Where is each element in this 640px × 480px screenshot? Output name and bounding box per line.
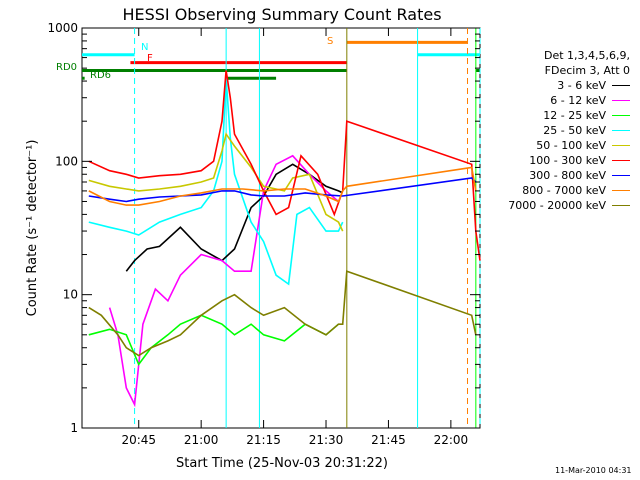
x-tick-label-3: 21:30 bbox=[309, 433, 344, 447]
legend-label-6: 300 - 800 keV bbox=[529, 169, 606, 182]
legend-entry-4: 50 - 100 keV bbox=[470, 138, 630, 153]
legend-label-0: 3 - 6 keV bbox=[557, 79, 606, 92]
legend-entry-8: 7000 - 20000 keV bbox=[470, 198, 630, 213]
legend-swatch-2 bbox=[612, 115, 630, 116]
series-line-0 bbox=[125, 163, 344, 272]
legend-swatch-8 bbox=[612, 205, 630, 206]
legend-entry-0: 3 - 6 keV bbox=[470, 78, 630, 93]
legend-entry-1: 6 - 12 keV bbox=[470, 93, 630, 108]
series-line-1 bbox=[108, 154, 340, 408]
y-axis-label: Count Rate (s⁻¹ detector⁻¹) bbox=[25, 140, 40, 317]
legend-entry-7: 800 - 7000 keV bbox=[470, 183, 630, 198]
x-tick-label-4: 21:45 bbox=[371, 433, 406, 447]
y-tick-label-0: 1 bbox=[70, 421, 78, 435]
legend-label-4: 50 - 100 keV bbox=[536, 139, 606, 152]
legend-swatch-7 bbox=[612, 190, 630, 191]
series-line-8 bbox=[88, 270, 477, 357]
series-line-3 bbox=[88, 78, 344, 286]
flag-label-f: F bbox=[147, 53, 153, 64]
legend-entry-2: 12 - 25 keV bbox=[470, 108, 630, 123]
legend-label-3: 25 - 50 keV bbox=[543, 124, 606, 137]
y-tick-label-1: 10 bbox=[63, 288, 78, 302]
legend-header-line-2: FDecim 3, Att 0 bbox=[544, 64, 630, 77]
legend-swatch-0 bbox=[612, 85, 630, 86]
legend-swatch-5 bbox=[612, 160, 630, 161]
flag-label-s: S bbox=[327, 36, 333, 47]
y-tick-label-3: 1000 bbox=[47, 21, 78, 35]
series-line-7 bbox=[88, 166, 477, 206]
series-line-4 bbox=[88, 132, 344, 232]
flag-label-rd0: RD0 bbox=[56, 62, 77, 73]
x-tick-label-1: 21:00 bbox=[184, 433, 219, 447]
legend-header-line-1: Det 1,3,4,5,6,9, bbox=[543, 49, 630, 62]
series-line-6 bbox=[88, 177, 477, 203]
legend-label-5: 100 - 300 keV bbox=[529, 154, 606, 167]
legend-entry-5: 100 - 300 keV bbox=[470, 153, 630, 168]
legend-label-7: 800 - 7000 keV bbox=[522, 184, 606, 197]
legend-swatch-1 bbox=[612, 100, 630, 101]
flag-bars bbox=[82, 40, 480, 80]
legend-label-2: 12 - 25 keV bbox=[543, 109, 606, 122]
series-line-2 bbox=[88, 314, 340, 366]
legend-swatch-3 bbox=[612, 130, 630, 131]
chart-title: HESSI Observing Summary Count Rates bbox=[122, 5, 441, 24]
x-tick-label-0: 20:45 bbox=[121, 433, 156, 447]
y-tick-label-2: 100 bbox=[55, 154, 78, 168]
flag-label-n: N bbox=[141, 42, 148, 53]
series-lines bbox=[88, 70, 481, 408]
legend-entry-3: 25 - 50 keV bbox=[470, 123, 630, 138]
vertical-markers bbox=[134, 28, 481, 428]
x-tick-label-5: 22:00 bbox=[434, 433, 469, 447]
plot-frame bbox=[81, 27, 481, 429]
series-line-5 bbox=[88, 70, 481, 261]
legend-entry-6: 300 - 800 keV bbox=[470, 168, 630, 183]
legend-swatch-4 bbox=[612, 145, 630, 146]
legend-swatch-6 bbox=[612, 175, 630, 176]
legend: Det 1,3,4,5,6,9, FDecim 3, Att 0 3 - 6 k… bbox=[470, 48, 630, 213]
axis-ticks: 20:45 21:00 21:15 21:30 21:45 22:00 1 10 100 1000 bbox=[47, 21, 480, 447]
flag-label-rd6: RD6 bbox=[90, 70, 111, 81]
x-tick-label-2: 21:15 bbox=[246, 433, 281, 447]
legend-entries: 3 - 6 keV 6 - 12 keV 12 - 25 keV 25 - 50 ke… bbox=[470, 78, 630, 213]
legend-label-1: 6 - 12 keV bbox=[550, 94, 606, 107]
legend-label-8: 7000 - 20000 keV bbox=[508, 199, 606, 212]
generation-timestamp: 11-Mar-2010 04:31 bbox=[555, 466, 632, 475]
x-axis-label: Start Time (25-Nov-03 20:31:22) bbox=[176, 456, 388, 471]
